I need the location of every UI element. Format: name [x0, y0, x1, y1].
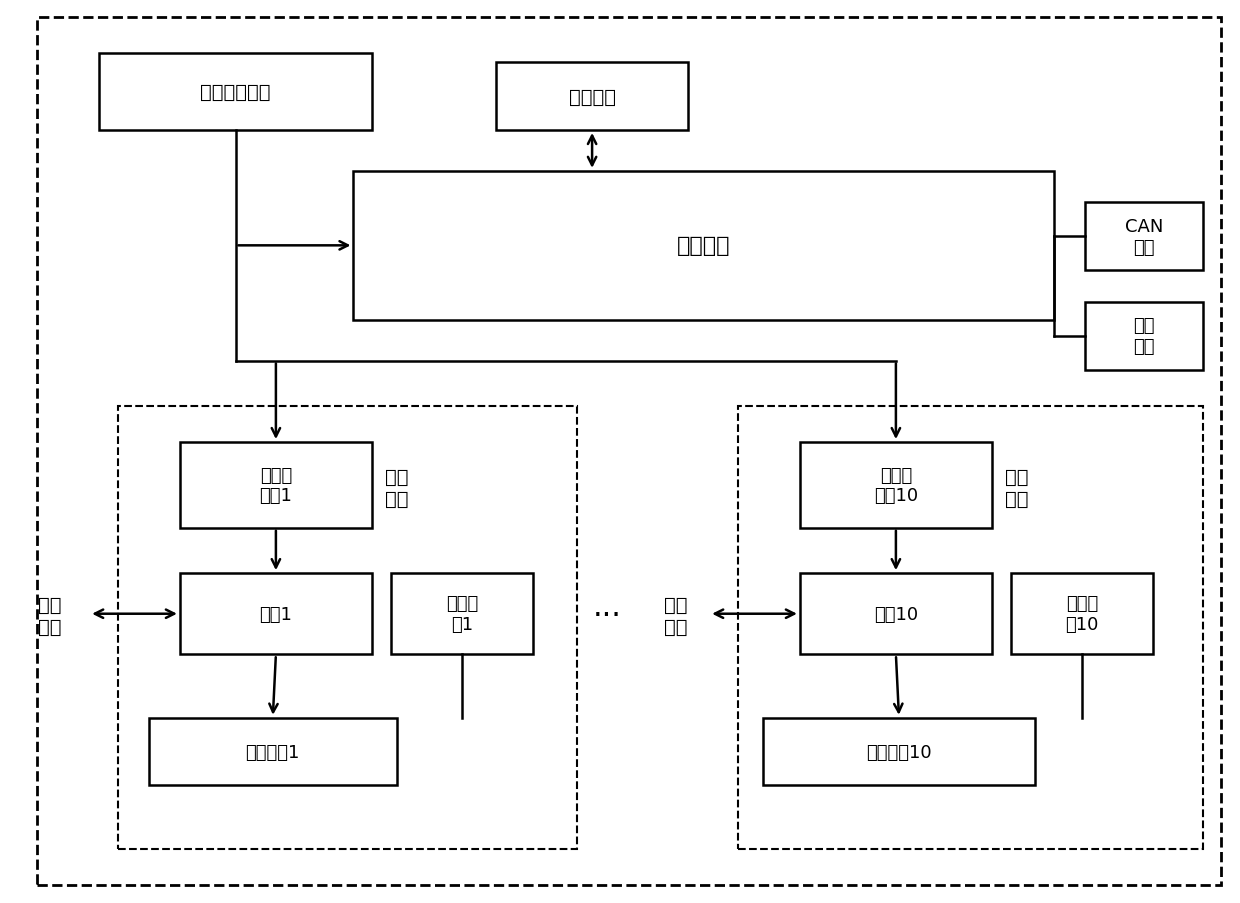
Bar	[738, 406, 1203, 849]
Text: 输出
单元: 输出 单元	[1006, 467, 1028, 508]
Bar	[1085, 203, 1203, 271]
Text: 交流接
触器1: 交流接 触器1	[259, 466, 293, 505]
Bar	[391, 573, 533, 655]
Text: 主控
单元: 主控 单元	[665, 595, 687, 637]
Text: 接线端子10: 接线端子10	[867, 743, 931, 760]
Text: 接线端子1: 接线端子1	[246, 743, 300, 760]
Bar	[800, 573, 992, 655]
Bar	[1011, 573, 1153, 655]
Bar	[1085, 303, 1203, 370]
Text: CAN
单元: CAN 单元	[1125, 218, 1163, 256]
Bar	[180, 442, 372, 528]
Text: 控制导
引10: 控制导 引10	[1065, 595, 1099, 633]
Text: ···: ···	[593, 601, 622, 630]
Bar	[496, 63, 688, 131]
Bar	[763, 718, 1035, 786]
Bar	[99, 54, 372, 131]
Text: 电表10: 电表10	[874, 605, 918, 623]
Bar	[353, 172, 1054, 321]
Text: 输出
单元: 输出 单元	[386, 467, 408, 508]
Bar	[118, 406, 577, 849]
Text: 漏电保护装置: 漏电保护装置	[201, 83, 270, 102]
Bar	[800, 442, 992, 528]
Bar	[180, 573, 372, 655]
Text: 控制导
引1: 控制导 引1	[445, 595, 479, 633]
Text: 主控
单元: 主控 单元	[38, 595, 61, 637]
Text: 显示单元: 显示单元	[569, 88, 615, 107]
Text: 主控单元: 主控单元	[677, 236, 730, 256]
Text: 网络
单元: 网络 单元	[1133, 317, 1154, 356]
Bar	[149, 718, 397, 786]
Text: 交流接
触器10: 交流接 触器10	[874, 466, 918, 505]
Text: 电表1: 电表1	[259, 605, 293, 623]
